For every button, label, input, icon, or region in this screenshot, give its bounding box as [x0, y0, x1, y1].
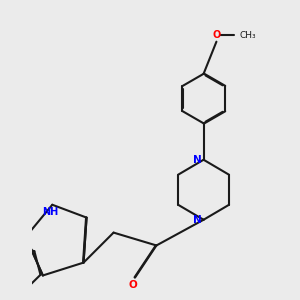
Text: O: O	[128, 280, 137, 290]
Text: N: N	[193, 155, 202, 165]
Text: NH: NH	[42, 208, 58, 218]
Text: O: O	[212, 30, 220, 40]
Text: N: N	[193, 215, 202, 225]
Text: CH₃: CH₃	[240, 31, 256, 40]
